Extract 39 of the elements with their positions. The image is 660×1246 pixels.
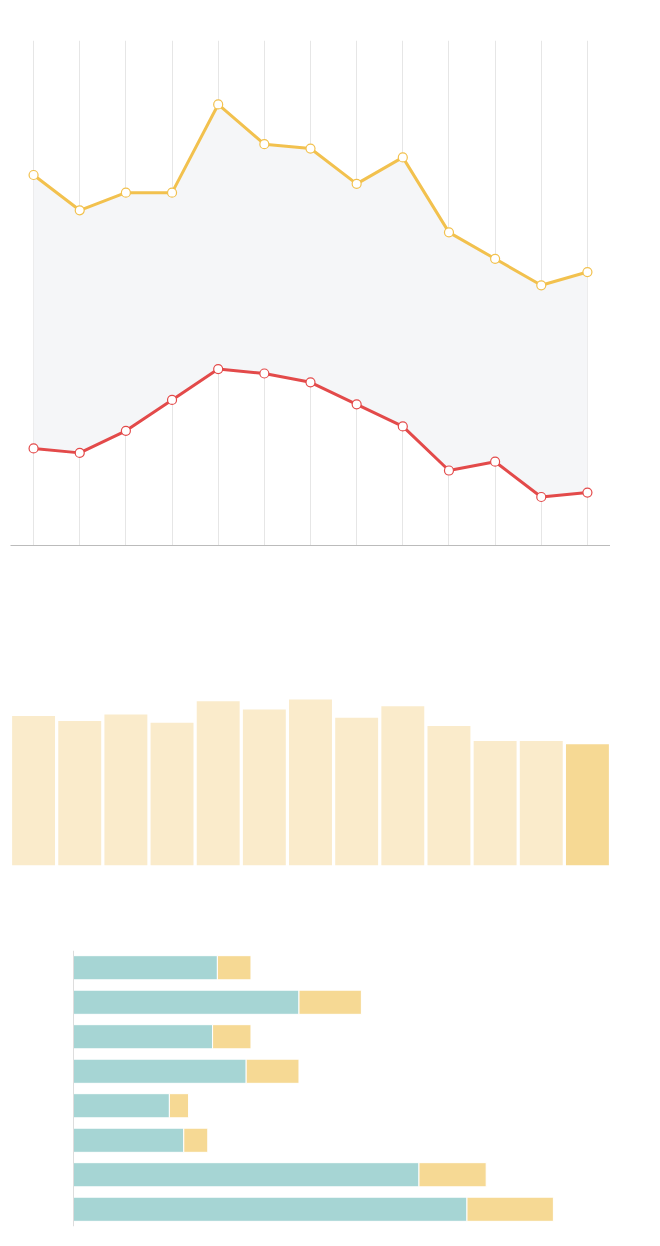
point: [443, 465, 455, 476]
bar: [12, 716, 56, 866]
point: [74, 447, 85, 458]
point: [213, 99, 224, 110]
point: [213, 363, 224, 375]
point: [536, 280, 547, 291]
point: [28, 169, 39, 181]
bar: [289, 699, 332, 866]
point: [28, 443, 39, 454]
bar: [381, 706, 425, 866]
point: [490, 456, 501, 467]
bar: [196, 701, 240, 866]
point: [74, 205, 85, 216]
point: [259, 139, 270, 150]
point: [166, 187, 178, 198]
bar: [104, 714, 148, 866]
point: [120, 187, 131, 198]
point: [120, 425, 131, 436]
bar: [473, 741, 517, 866]
point: [397, 421, 408, 432]
bar: [58, 721, 102, 866]
point: [305, 143, 316, 154]
bar: [150, 722, 194, 866]
point: [443, 227, 455, 238]
point: [582, 266, 593, 278]
bar: [519, 741, 563, 866]
point: [582, 487, 593, 498]
point: [397, 152, 408, 163]
point: [305, 377, 316, 388]
point: [259, 368, 270, 379]
point: [490, 253, 501, 264]
point: [166, 394, 178, 406]
bar: [242, 709, 286, 866]
point: [351, 399, 362, 410]
bar: [565, 744, 609, 866]
bar: [335, 717, 379, 866]
point: [351, 178, 362, 189]
point: [536, 491, 547, 503]
bar: [427, 726, 471, 866]
